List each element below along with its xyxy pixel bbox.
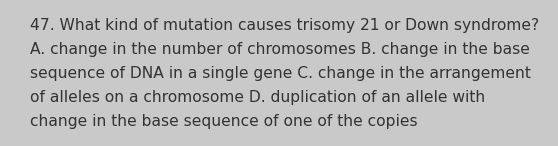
Text: 47. What kind of mutation causes trisomy 21 or Down syndrome?: 47. What kind of mutation causes trisomy… [30, 18, 539, 33]
Text: change in the base sequence of one of the copies: change in the base sequence of one of th… [30, 114, 417, 129]
Text: of alleles on a chromosome D. duplication of an allele with: of alleles on a chromosome D. duplicatio… [30, 90, 485, 105]
Text: A. change in the number of chromosomes B. change in the base: A. change in the number of chromosomes B… [30, 42, 530, 57]
Text: sequence of DNA in a single gene C. change in the arrangement: sequence of DNA in a single gene C. chan… [30, 66, 531, 81]
